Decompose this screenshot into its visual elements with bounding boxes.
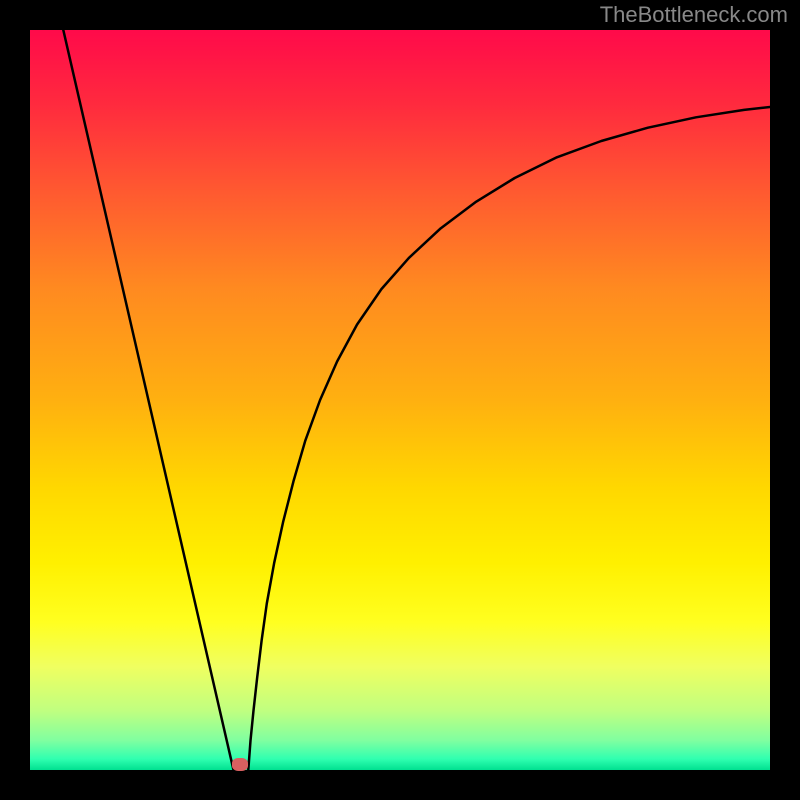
curve-right-branch xyxy=(248,107,770,770)
bottleneck-curve xyxy=(30,30,770,770)
bottleneck-marker xyxy=(232,758,248,771)
watermark-text: TheBottleneck.com xyxy=(600,2,788,28)
curve-left-branch xyxy=(63,30,233,770)
plot-area xyxy=(30,30,770,770)
